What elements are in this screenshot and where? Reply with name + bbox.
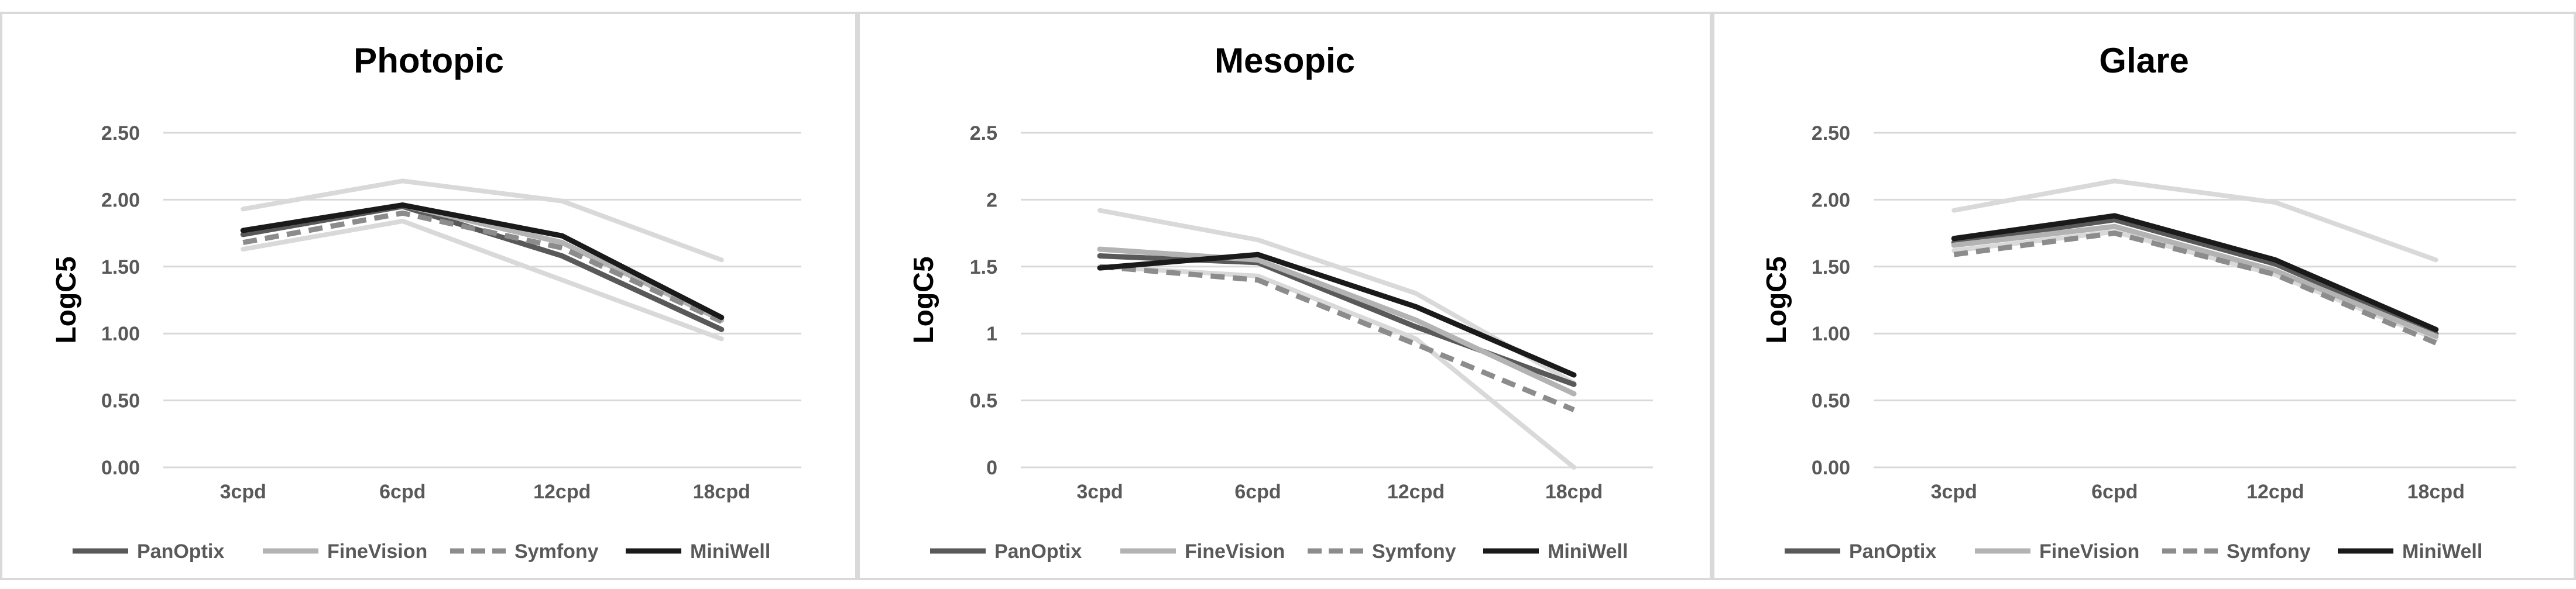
x-tick-label: 18cpd	[693, 481, 750, 503]
y-tick-label: 0.50	[101, 390, 140, 412]
x-tick-label: 18cpd	[2407, 481, 2465, 503]
y-tick-label: 2.00	[1812, 189, 1850, 211]
legend-label: PanOptix	[994, 540, 1082, 563]
legend-label: PanOptix	[1849, 540, 1936, 563]
y-tick-label: 2.50	[101, 122, 140, 144]
chart-panel-photopic: Photopic LogC5 0.00 0.50 1.00 1.50 2.00 2.50 3cp…	[0, 12, 857, 580]
series-line-miniwell	[1097, 252, 1577, 378]
series-line-miniwell	[1951, 213, 2439, 332]
series-line-finevision	[1951, 223, 2439, 339]
legend-label: FineVision	[327, 540, 427, 563]
line-chart-1: Mesopic LogC5 0 0.5 1 1.5 2 2.5 3cpd 6cpd 12cpd 18c…	[908, 41, 1653, 563]
y-tick-label: 0.50	[1812, 390, 1850, 412]
legend-label: FineVision	[2039, 540, 2139, 563]
x-tick-label: 12cpd	[533, 481, 591, 503]
y-tick-label: 0.00	[101, 457, 140, 479]
y-tick-label: 1.00	[1812, 323, 1850, 345]
chart-panel-mesopic: Mesopic LogC5 0 0.5 1 1.5 2 2.5 3cpd 6cpd 12cpd 18c…	[857, 12, 1712, 580]
series-line-symfony	[242, 210, 723, 324]
y-axis-label: LogC5	[51, 256, 82, 343]
x-tick-label: 3cpd	[220, 481, 266, 503]
series-line-symfony	[1099, 264, 1575, 412]
legend-label: Symfony	[1372, 540, 1456, 563]
x-tick-label: 12cpd	[2246, 481, 2304, 503]
y-tick-label: 1.50	[1812, 256, 1850, 278]
legend-label: FineVision	[1185, 540, 1285, 563]
y-tick-label: 2.00	[101, 189, 140, 211]
line-chart-0: Photopic LogC5 0.00 0.50 1.00 1.50 2.00 2.50 3cp…	[51, 41, 801, 563]
x-tick-label: 6cpd	[2091, 481, 2138, 503]
legend-label: PanOptix	[137, 540, 224, 563]
y-tick-label: 2	[986, 189, 997, 211]
y-tick-label: 2.50	[1812, 122, 1850, 144]
chart-title: Photopic	[354, 41, 504, 80]
y-tick-label: 1.00	[101, 323, 140, 345]
x-tick-label: 6cpd	[379, 481, 426, 503]
series-line-panoptix	[240, 204, 725, 332]
series-line-finevision	[1097, 246, 1577, 397]
x-tick-label: 6cpd	[1234, 481, 1281, 503]
series-line-panoptix	[1951, 217, 2439, 336]
y-axis-label: LogC5	[1761, 256, 1792, 343]
y-tick-label: 0.00	[1812, 457, 1850, 479]
legend-label: MiniWell	[690, 540, 770, 563]
y-tick-label: 0.5	[970, 390, 997, 412]
y-tick-label: 1.50	[101, 256, 140, 278]
norm-lower-line	[241, 219, 724, 342]
norm-upper-line	[1951, 178, 2438, 263]
x-tick-label: 3cpd	[1076, 481, 1123, 503]
y-tick-label: 1.5	[970, 256, 997, 278]
line-chart-2: Glare LogC5 0.00 0.50 1.00 1.50 2.00 2.50 3cpd 6c…	[1761, 41, 2516, 563]
y-tick-label: 2.5	[970, 122, 997, 144]
norm-upper-line	[241, 178, 724, 263]
x-tick-label: 3cpd	[1931, 481, 1977, 503]
x-tick-label: 12cpd	[1387, 481, 1445, 503]
series-line-symfony	[1953, 230, 2437, 346]
legend-label: MiniWell	[2402, 540, 2482, 563]
chart-panel-glare: Glare LogC5 0.00 0.50 1.00 1.50 2.00 2.50 3cpd 6c…	[1712, 12, 2576, 580]
legend-label: Symfony	[2227, 540, 2311, 563]
y-tick-label: 0	[986, 457, 997, 479]
y-axis-label: LogC5	[908, 256, 939, 343]
legend-label: MiniWell	[1548, 540, 1628, 563]
legend-label: Symfony	[514, 540, 599, 563]
y-tick-label: 1	[986, 323, 997, 345]
series-line-miniwell	[240, 202, 725, 321]
x-tick-label: 18cpd	[1545, 481, 1603, 503]
chart-title: Mesopic	[1215, 41, 1355, 80]
chart-title: Glare	[2099, 41, 2189, 80]
